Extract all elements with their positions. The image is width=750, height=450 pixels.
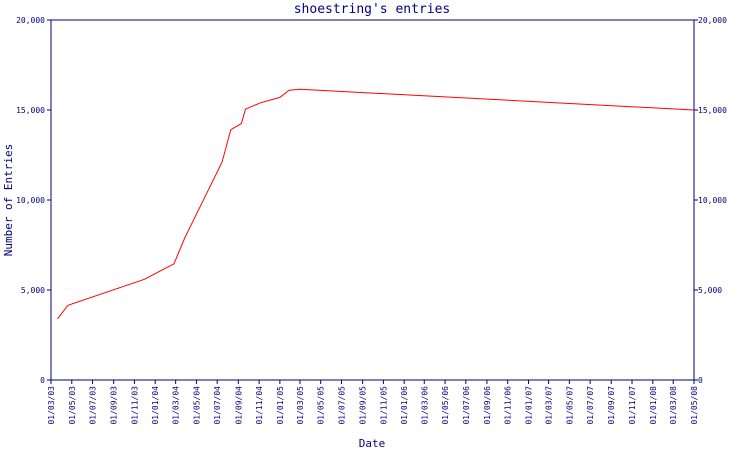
x-tick-label: 01/03/03 — [47, 386, 56, 425]
x-tick-label: 01/01/07 — [524, 386, 533, 425]
y-tick-label-left: 20,000 — [16, 16, 45, 25]
x-tick-label: 01/05/05 — [317, 386, 326, 425]
y-axis-label: Number of Entries — [2, 144, 15, 257]
x-ticks: 01/03/03 01/05/03 01/07/03 01/09/03 01/11/03… — [47, 380, 699, 425]
plot-frame — [50, 19, 695, 381]
x-tick-label: 01/01/08 — [649, 386, 658, 425]
x-tick-label: 01/11/04 — [255, 386, 264, 425]
x-tick-label: 01/07/06 — [462, 386, 471, 425]
x-tick-label: 01/11/03 — [130, 386, 139, 425]
x-tick-label: 01/11/07 — [628, 386, 637, 425]
y-tick-label-right: 15,000 — [698, 106, 727, 115]
x-tick-label: 01/05/04 — [192, 386, 201, 425]
x-tick-label: 01/05/06 — [441, 386, 450, 425]
x-tick-label: 01/03/06 — [420, 386, 429, 425]
x-tick-label: 01/05/07 — [565, 386, 574, 425]
y-tick-label-right: 5,000 — [698, 286, 722, 295]
x-tick-label: 01/09/07 — [607, 386, 616, 425]
y-tick-label-left: 15,000 — [16, 106, 45, 115]
x-tick-label: 01/03/08 — [669, 386, 678, 425]
x-tick-label: 01/09/04 — [234, 386, 243, 425]
y-tick-label-left: 5,000 — [21, 286, 45, 295]
y-tick-label-right: 0 — [698, 376, 703, 385]
y-ticks-left: 0 5,000 10,000 15,000 20,000 — [16, 16, 51, 385]
x-tick-label: 01/07/03 — [89, 386, 98, 425]
x-tick-label: 01/07/04 — [213, 386, 222, 425]
x-tick-label: 01/07/05 — [338, 386, 347, 425]
y-tick-label-right: 10,000 — [698, 196, 727, 205]
x-tick-label: 01/03/07 — [545, 386, 554, 425]
x-tick-label: 01/11/05 — [379, 386, 388, 425]
x-tick-label: 01/09/05 — [359, 386, 368, 425]
y-tick-label-left: 10,000 — [16, 196, 45, 205]
series-line — [57, 88, 695, 320]
y-tick-label-left: 0 — [40, 376, 45, 385]
x-axis-label: Date — [359, 437, 386, 450]
y-ticks-right: 0 5,000 10,000 15,000 20,000 — [694, 16, 727, 385]
x-tick-label: 01/03/05 — [296, 386, 305, 425]
chart-title: shoestring's entries — [294, 2, 451, 17]
x-tick-label: 01/01/06 — [400, 386, 409, 425]
x-tick-label: 01/09/06 — [483, 386, 492, 425]
x-tick-label: 01/03/04 — [172, 386, 181, 425]
x-tick-label: 01/01/04 — [151, 386, 160, 425]
x-tick-label: 01/07/07 — [586, 386, 595, 425]
y-tick-label-right: 20,000 — [698, 16, 727, 25]
x-tick-label: 01/01/05 — [276, 386, 285, 425]
x-tick-label: 01/11/06 — [504, 386, 513, 425]
x-tick-label: 01/05/08 — [690, 386, 699, 425]
x-tick-label: 01/05/03 — [68, 386, 77, 425]
x-tick-label: 01/09/03 — [110, 386, 119, 425]
